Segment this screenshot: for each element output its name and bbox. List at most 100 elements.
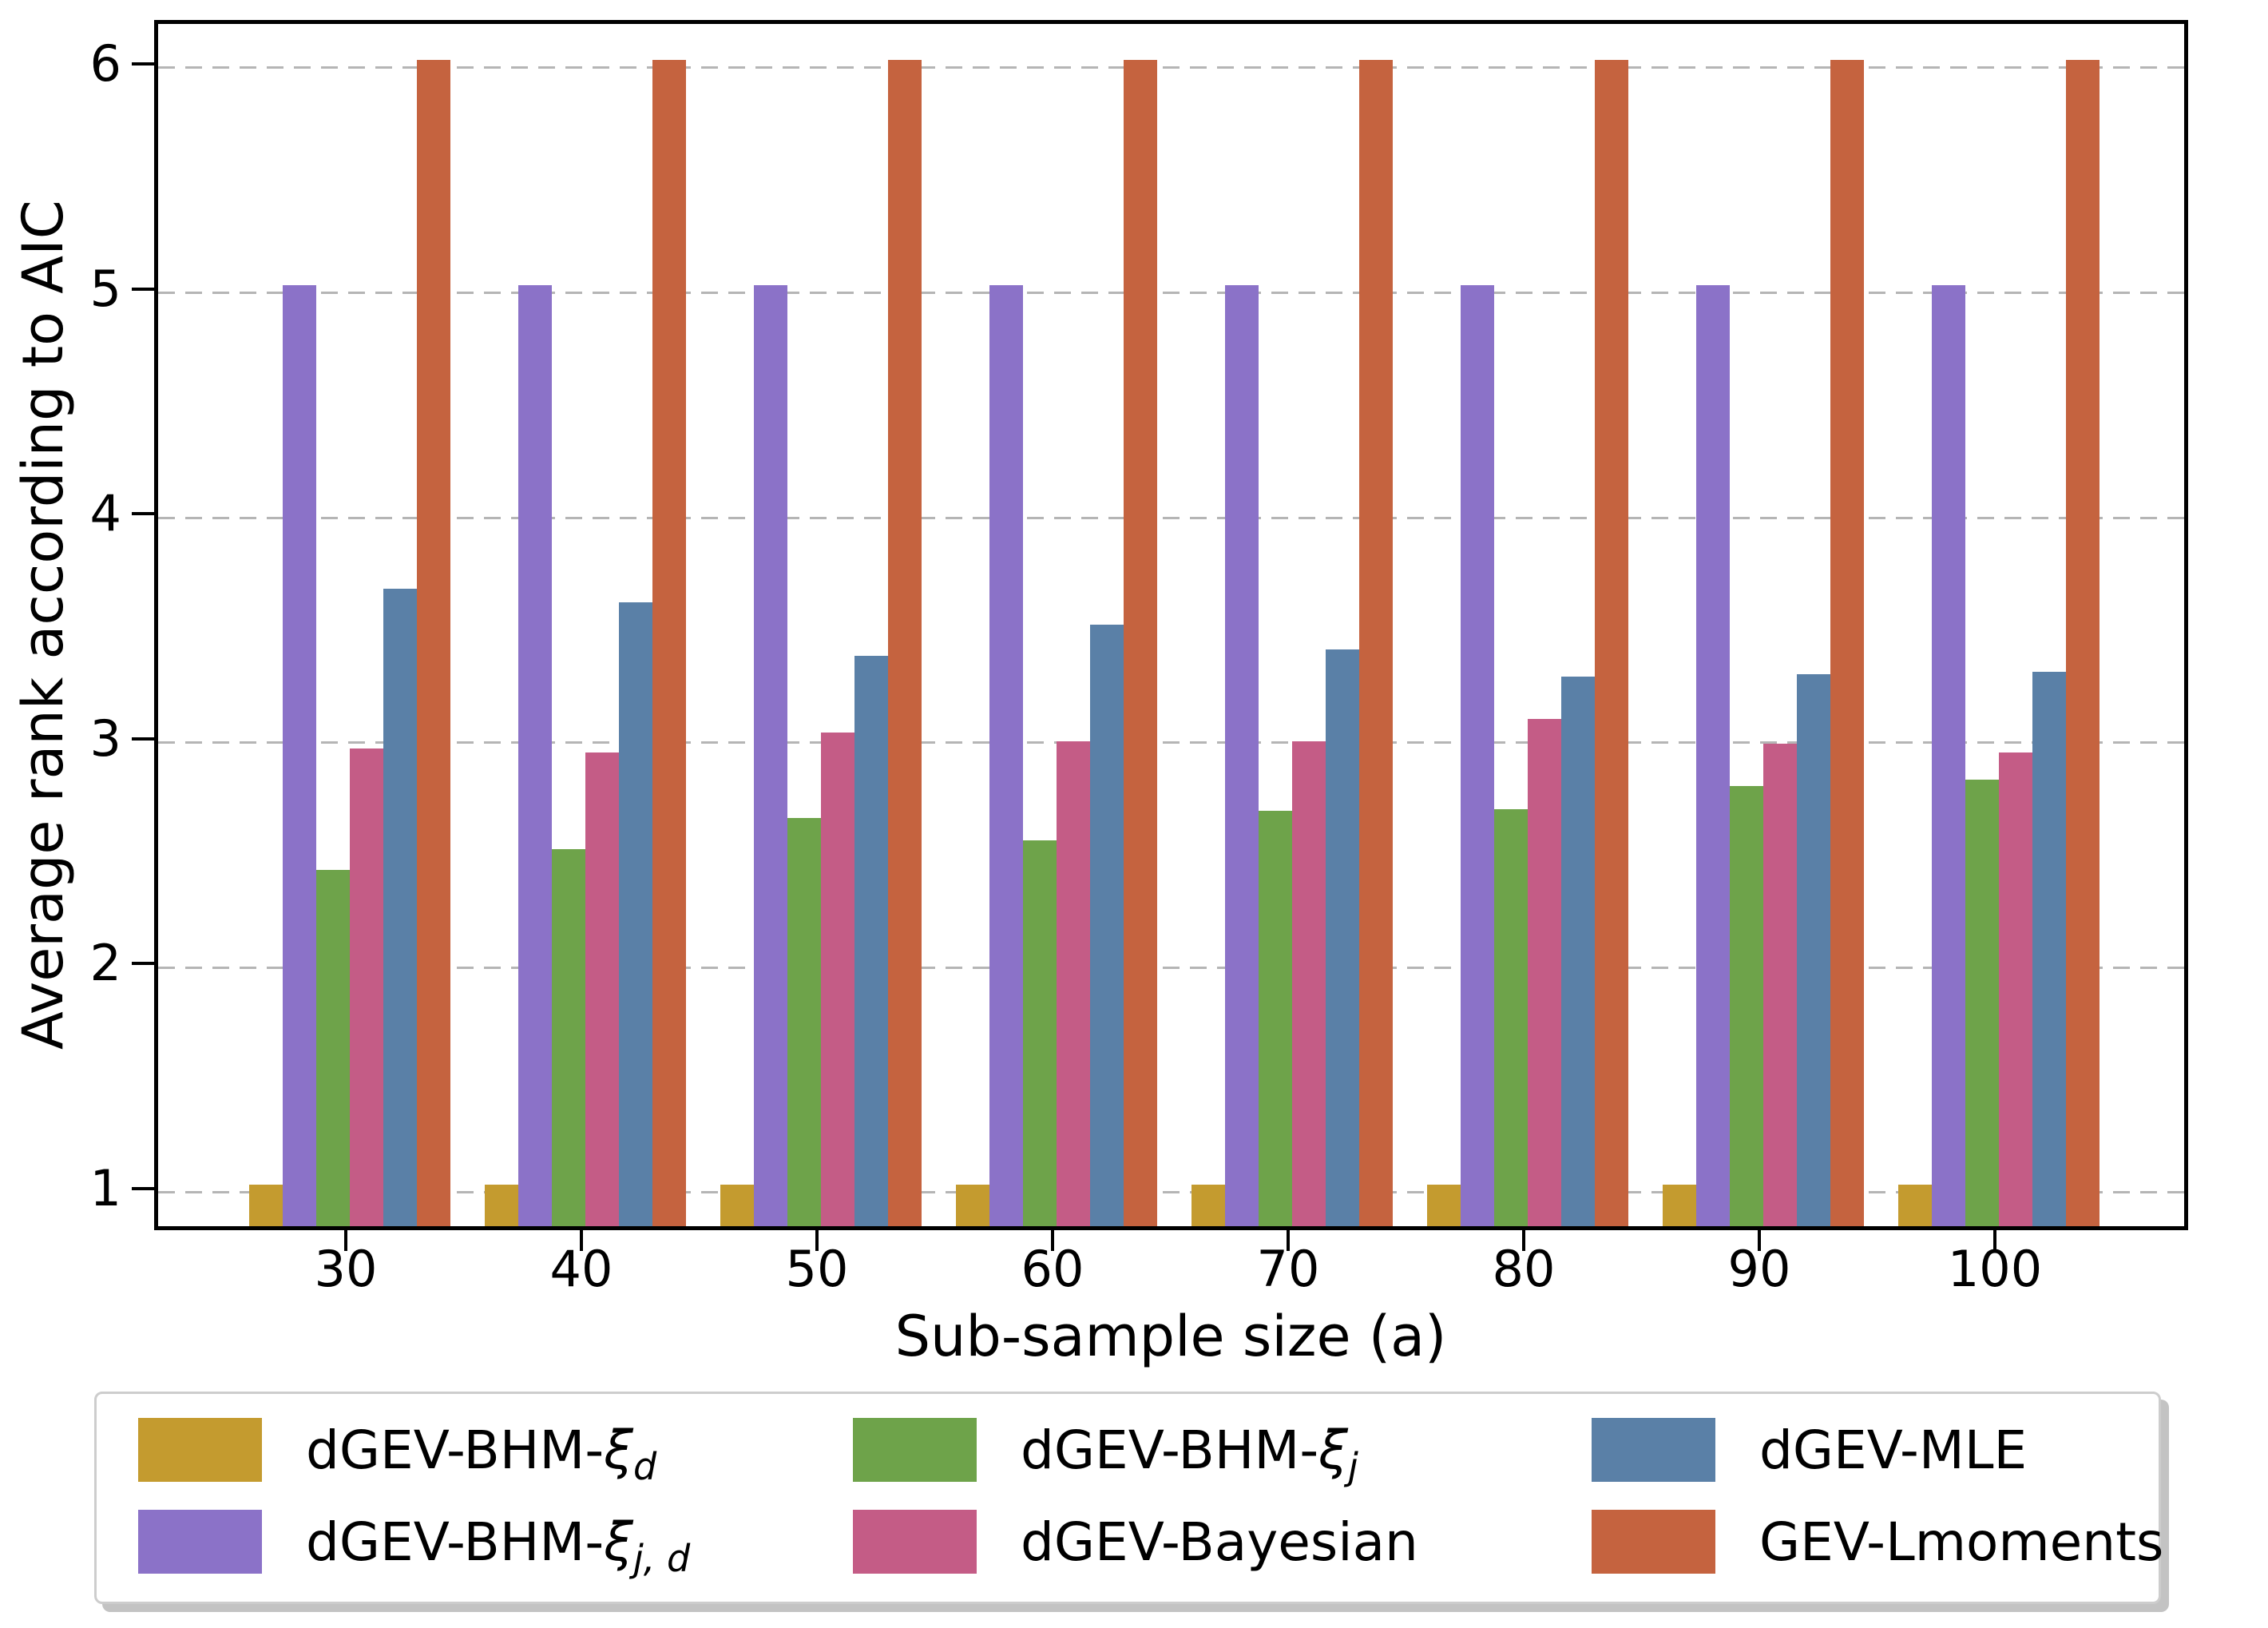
bar-dGEV-BHM-xi_j_d-x40 (518, 284, 552, 1226)
gridline-y-6 (158, 66, 2184, 69)
x-tick-label-60: 60 (1021, 1240, 1084, 1298)
bar-dGEV-Bayesian-x60 (1057, 741, 1090, 1226)
gridline-y-1 (158, 1191, 2184, 1194)
bar-dGEV-BHM-xi_d-x90 (1663, 1184, 1696, 1226)
bar-dGEV-BHM-xi_j_d-x50 (754, 284, 787, 1226)
x-tick-label-40: 40 (549, 1240, 613, 1298)
gridline-y-5 (158, 292, 2184, 294)
x-tick-label-100: 100 (1947, 1240, 2043, 1298)
legend-entry-GEV-Lmoments: GEV-Lmoments (1592, 1510, 2163, 1574)
bar-GEV-Lmoments-x100 (2066, 59, 2099, 1226)
x-tick-label-70: 70 (1256, 1240, 1320, 1298)
legend-entry-dGEV-BHM-xi_j_d: dGEV-BHM-ξj, d (138, 1510, 691, 1580)
legend-label-dGEV-BHM-xi_j_d: dGEV-BHM-ξj, d (306, 1511, 691, 1580)
bar-dGEV-MLE-x50 (854, 656, 888, 1226)
legend-entry-dGEV-BHM-xi_j: dGEV-BHM-ξj (853, 1418, 1358, 1488)
y-tick-1 (132, 1186, 154, 1190)
bar-dGEV-BHM-xi_j-x90 (1730, 786, 1763, 1226)
x-tick-label-30: 30 (314, 1240, 378, 1298)
bar-dGEV-Bayesian-x100 (1999, 752, 2032, 1226)
bar-dGEV-BHM-xi_d-x70 (1191, 1184, 1225, 1226)
x-tick-60 (1051, 1230, 1054, 1251)
y-tick-label-4: 4 (89, 484, 121, 543)
x-tick-label-50: 50 (785, 1240, 849, 1298)
y-tick-5 (132, 287, 154, 291)
bar-dGEV-MLE-x30 (383, 588, 417, 1226)
legend-swatch-dGEV-BHM-xi_d (138, 1418, 262, 1482)
bar-dGEV-BHM-xi_j-x60 (1023, 840, 1057, 1226)
x-tick-40 (580, 1230, 583, 1251)
y-tick-label-1: 1 (89, 1158, 121, 1217)
bar-dGEV-BHM-xi_j_d-x70 (1225, 284, 1259, 1226)
legend-swatch-dGEV-BHM-xi_j (853, 1418, 977, 1482)
y-tick-label-2: 2 (89, 934, 121, 993)
bar-dGEV-BHM-xi_d-x40 (485, 1184, 518, 1226)
legend-label-dGEV-BHM-xi_d: dGEV-BHM-ξd (306, 1419, 657, 1488)
x-tick-80 (1522, 1230, 1525, 1251)
legend-swatch-GEV-Lmoments (1592, 1510, 1715, 1574)
bar-GEV-Lmoments-x30 (417, 59, 450, 1226)
x-tick-50 (815, 1230, 819, 1251)
bar-dGEV-Bayesian-x40 (585, 752, 619, 1226)
y-tick-3 (132, 737, 154, 741)
bar-dGEV-BHM-xi_j-x100 (1965, 780, 1999, 1226)
gridline-y-3 (158, 741, 2184, 745)
legend-entry-dGEV-BHM-xi_d: dGEV-BHM-ξd (138, 1418, 657, 1488)
bar-dGEV-BHM-xi_j-x50 (787, 817, 821, 1226)
bar-dGEV-MLE-x90 (1797, 673, 1830, 1226)
bar-dGEV-BHM-xi_d-x60 (956, 1184, 989, 1226)
bar-dGEV-BHM-xi_j_d-x90 (1696, 284, 1730, 1226)
bar-dGEV-MLE-x40 (619, 602, 652, 1226)
bar-dGEV-BHM-xi_d-x30 (249, 1184, 283, 1226)
bar-dGEV-Bayesian-x30 (350, 748, 383, 1226)
y-tick-label-5: 5 (89, 259, 121, 318)
x-tick-100 (1993, 1230, 1996, 1251)
x-tick-label-90: 90 (1727, 1240, 1791, 1298)
plot-area (154, 20, 2188, 1230)
bar-dGEV-Bayesian-x50 (821, 732, 854, 1226)
legend-swatch-dGEV-BHM-xi_j_d (138, 1510, 262, 1574)
bar-dGEV-MLE-x80 (1561, 676, 1595, 1226)
bar-dGEV-BHM-xi_j_d-x100 (1932, 284, 1965, 1226)
y-tick-4 (132, 512, 154, 516)
bar-dGEV-BHM-xi_j_d-x30 (283, 284, 316, 1226)
bar-dGEV-BHM-xi_j-x40 (552, 849, 585, 1226)
bar-GEV-Lmoments-x60 (1124, 59, 1157, 1226)
bar-dGEV-BHM-xi_j-x80 (1494, 808, 1528, 1226)
x-tick-label-80: 80 (1492, 1240, 1556, 1298)
legend-label-dGEV-BHM-xi_j: dGEV-BHM-ξj (1021, 1419, 1358, 1488)
legend-entry-dGEV-Bayesian: dGEV-Bayesian (853, 1510, 1418, 1574)
bar-dGEV-BHM-xi_j-x70 (1259, 811, 1292, 1226)
gridline-y-4 (158, 516, 2184, 519)
legend: dGEV-BHM-ξd dGEV-BHM-ξj, d dGEV-BHM-ξj dGEV… (94, 1392, 2163, 1604)
bar-GEV-Lmoments-x70 (1359, 59, 1393, 1226)
bar-dGEV-BHM-xi_d-x100 (1898, 1184, 1932, 1226)
bar-GEV-Lmoments-x50 (888, 59, 922, 1226)
bar-dGEV-BHM-xi_d-x50 (720, 1184, 754, 1226)
y-axis-title: Average rank according to AIC (10, 200, 76, 1050)
legend-label-dGEV-Bayesian: dGEV-Bayesian (1021, 1511, 1418, 1573)
gridline-y-2 (158, 966, 2184, 969)
bar-dGEV-Bayesian-x70 (1292, 741, 1326, 1226)
bar-dGEV-MLE-x60 (1090, 624, 1124, 1226)
legend-swatch-dGEV-Bayesian (853, 1510, 977, 1574)
x-tick-90 (1758, 1230, 1761, 1251)
y-tick-label-6: 6 (89, 34, 121, 93)
bar-dGEV-BHM-xi_j-x30 (316, 869, 350, 1226)
bar-dGEV-MLE-x70 (1326, 649, 1359, 1226)
legend-label-GEV-Lmoments: GEV-Lmoments (1759, 1511, 2164, 1573)
y-tick-label-3: 3 (89, 709, 121, 768)
y-tick-6 (132, 62, 154, 66)
bar-GEV-Lmoments-x40 (652, 59, 686, 1226)
bar-dGEV-MLE-x100 (2032, 671, 2066, 1226)
legend-entry-dGEV-MLE: dGEV-MLE (1592, 1418, 2027, 1482)
legend-label-dGEV-MLE: dGEV-MLE (1759, 1419, 2028, 1481)
x-tick-70 (1287, 1230, 1290, 1251)
bar-dGEV-BHM-xi_j_d-x60 (989, 284, 1023, 1226)
x-tick-30 (344, 1230, 347, 1251)
bar-dGEV-Bayesian-x80 (1528, 719, 1561, 1226)
legend-swatch-dGEV-MLE (1592, 1418, 1715, 1482)
x-axis-title: Sub-sample size (a) (894, 1304, 1447, 1369)
bar-GEV-Lmoments-x90 (1830, 59, 1864, 1226)
